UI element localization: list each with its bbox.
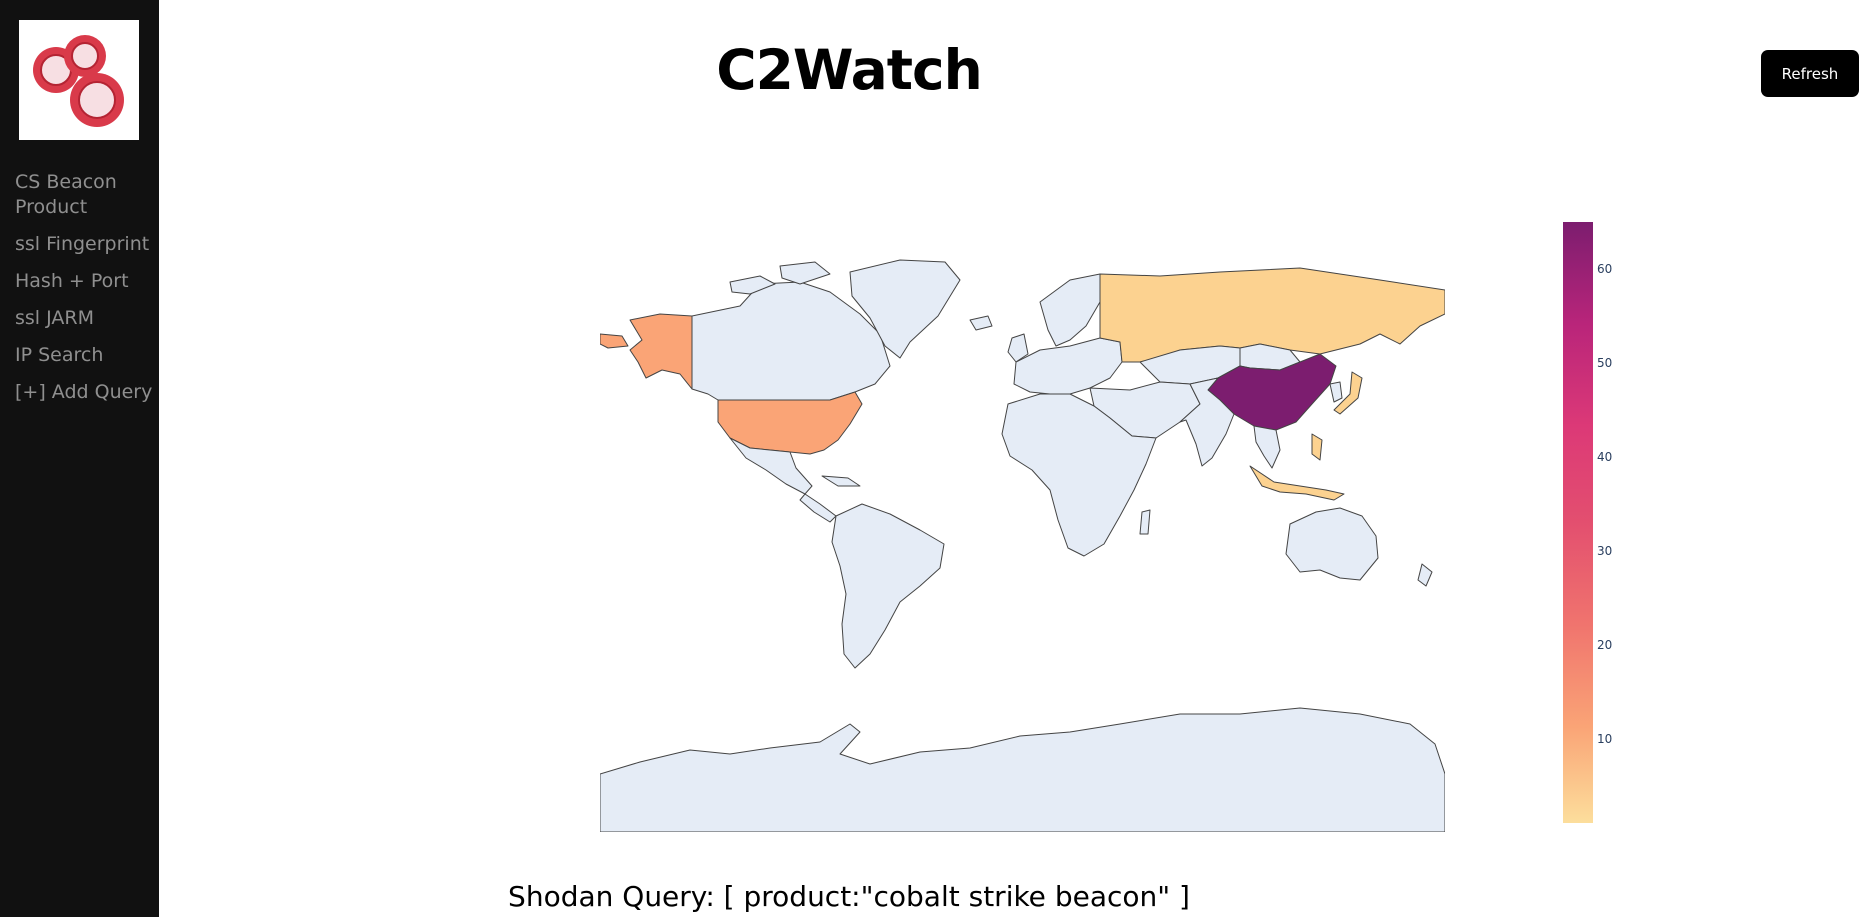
map-region-russia [1099, 267, 1446, 363]
map-region-southeast-asia [1253, 425, 1281, 469]
map-region-antarctica [599, 707, 1446, 833]
map-region-south-america [831, 503, 945, 669]
sidebar-item-add-query[interactable]: [+] Add Query [15, 381, 153, 403]
map-svg [599, 259, 1446, 833]
colorbar-tick: 50 [1597, 356, 1613, 370]
colorbar-tick: 20 [1597, 638, 1613, 652]
sidebar-item-ip-search[interactable]: IP Search [15, 344, 104, 366]
refresh-button[interactable]: Refresh [1761, 50, 1859, 97]
map-region-united-kingdom [1007, 333, 1029, 363]
three-rings-logo-icon [33, 35, 124, 127]
sidebar-item-hash-port[interactable]: Hash + Port [15, 270, 129, 292]
map-region-greenland [849, 259, 961, 359]
map-region-madagascar [1139, 509, 1151, 535]
map-region-iceland [969, 315, 993, 331]
map-region-africa [1001, 393, 1157, 557]
main-content: C2Watch Refresh [159, 0, 1860, 917]
map-region-central-america [799, 493, 837, 523]
map-region-indonesia [1249, 465, 1345, 501]
map-region-japan [1333, 371, 1363, 415]
map-region-aleutians [599, 333, 629, 349]
sidebar-nav: CS Beacon Product ssl Fingerprint Hash +… [15, 170, 155, 417]
map-region-caribbean [821, 475, 861, 487]
map-region-arctic-islands [729, 275, 776, 295]
logo[interactable] [19, 20, 139, 140]
colorbar-tick: 10 [1597, 732, 1613, 746]
shodan-query-text: Shodan Query: [ product:"cobalt strike b… [508, 880, 1190, 913]
map-region-philippines [1311, 433, 1323, 461]
sidebar: CS Beacon Product ssl Fingerprint Hash +… [0, 0, 159, 917]
map-region-korea [1329, 381, 1343, 403]
sidebar-item-cs-beacon-product[interactable]: CS Beacon Product [15, 171, 117, 218]
page-title: C2Watch [716, 38, 983, 102]
colorbar-tick: 60 [1597, 262, 1613, 276]
map-region-europe [1013, 337, 1123, 395]
map-region-arctic-islands-2 [779, 261, 831, 285]
map-region-canada [691, 281, 891, 401]
sidebar-item-ssl-fingerprint[interactable]: ssl Fingerprint [15, 233, 150, 255]
map-region-australia [1285, 507, 1379, 581]
colorbar-tick: 40 [1597, 450, 1613, 464]
colorbar [1563, 222, 1593, 823]
sidebar-item-ssl-jarm[interactable]: ssl JARM [15, 307, 94, 329]
map-region-india [1179, 377, 1235, 467]
map-region-new-zealand [1417, 563, 1433, 587]
map-region-alaska [629, 313, 693, 390]
map-region-scandinavia [1039, 273, 1101, 347]
colorbar-tick: 30 [1597, 544, 1613, 558]
map-region-mexico [729, 437, 813, 495]
world-choropleth-map[interactable] [599, 254, 1446, 833]
